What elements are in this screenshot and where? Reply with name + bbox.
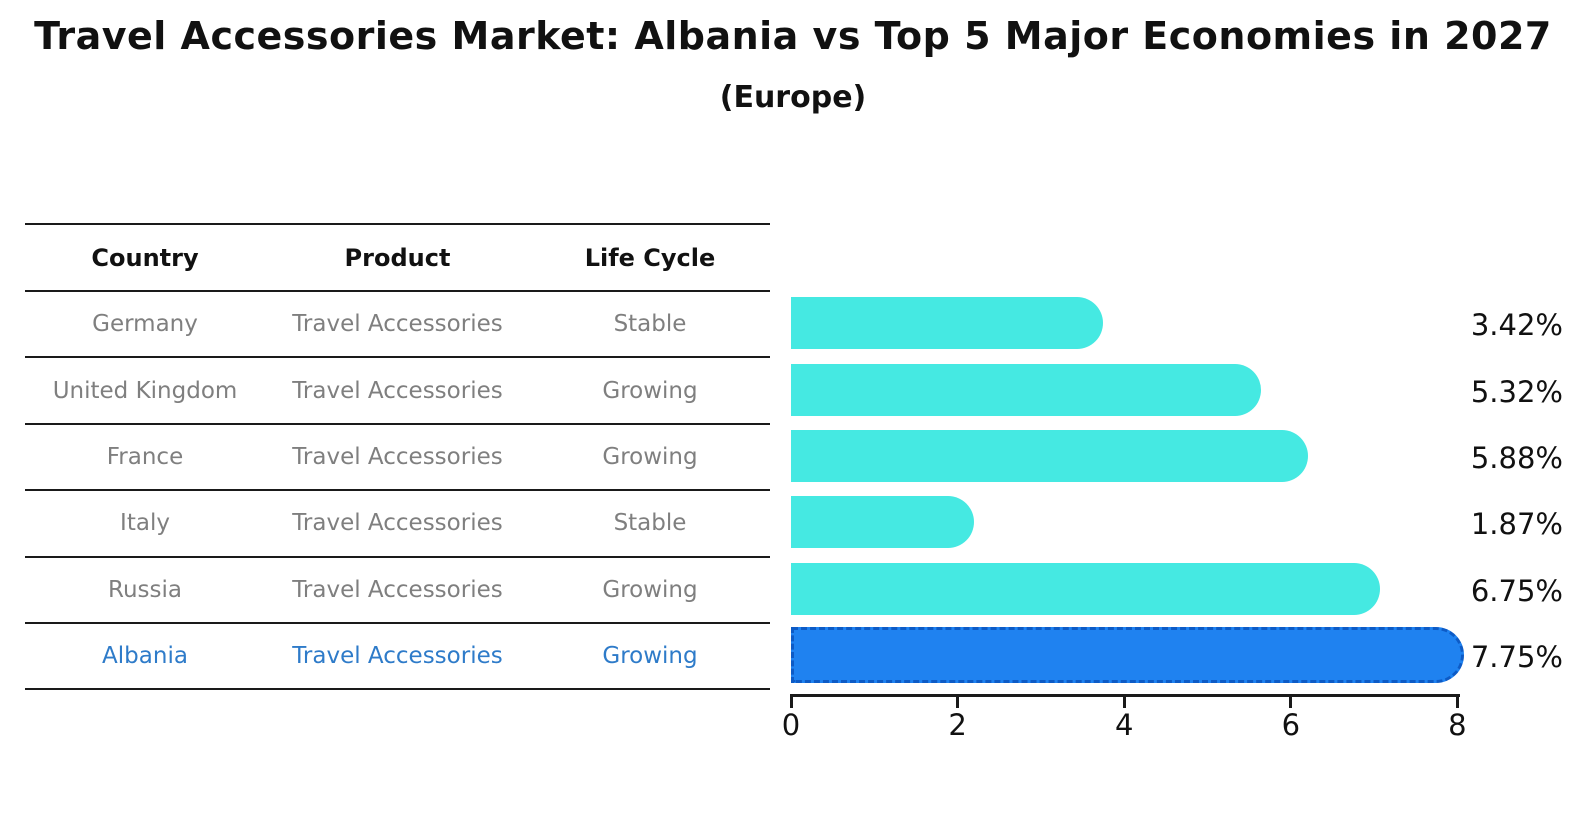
table-header-row: Country Product Life Cycle [25,225,770,292]
cell-life-cycle: Growing [602,377,698,404]
cell-product: Travel Accessories [292,643,503,670]
cell-country: France [106,443,184,470]
cell-product: Travel Accessories [292,443,503,470]
cell-product: Travel Accessories [292,311,503,338]
cell-life-cycle: Growing [602,576,698,603]
table-row-france: France Travel Accessories Growing [25,425,770,492]
table-row-united-kingdom: United Kingdom Travel Accessories Growing [25,358,770,425]
column-header-lifecycle: Life Cycle [584,243,716,272]
x-tick-label-4: 4 [1114,708,1134,742]
x-tick-label-8: 8 [1448,708,1467,742]
value-label-france: 5.88% [1470,441,1563,475]
x-tick-label-2: 2 [948,708,967,742]
column-header-product: Product [344,243,451,272]
bar-united-kingdom [791,363,1262,416]
value-label-russia: 6.75% [1470,573,1563,608]
x-tick-mark-8 [1455,697,1459,708]
table-row-albania: Albania Travel Accessories Growing [25,624,770,691]
country-table: Country Product Life Cycle Germany Travel… [25,223,770,691]
x-tick-mark-0 [789,697,793,708]
x-tick-mark-6 [1289,697,1293,708]
cell-life-cycle: Growing [602,643,698,670]
table-row-italy: Italy Travel Accessories Stable [25,491,770,558]
x-tick-label-6: 6 [1281,708,1301,742]
chart-subtitle: (Europe) [719,80,867,115]
cell-life-cycle: Stable [613,510,687,537]
cell-life-cycle: Stable [613,311,687,338]
value-label-united-kingdom: 5.32% [1470,374,1563,409]
cell-product: Travel Accessories [292,576,503,603]
table-body: Germany Travel Accessories Stable United Ki… [25,292,770,691]
cell-country: Germany [92,311,198,338]
cell-product: Travel Accessories [292,377,503,404]
cell-life-cycle: Growing [602,443,698,470]
cell-country: Russia [108,576,182,603]
bar-russia [791,562,1381,615]
x-axis-line [790,694,1460,697]
bar-france [791,430,1308,482]
highlight-bar-albania [791,627,1464,684]
value-label-albania: 7.75% [1470,640,1563,675]
cell-country: Italy [120,510,170,537]
cell-country: United Kingdom [52,377,238,404]
bar-italy [791,496,974,549]
value-label-germany: 3.42% [1470,308,1563,343]
x-tick-mark-4 [1122,697,1126,708]
cell-country: Albania [102,643,188,670]
value-label-italy: 1.87% [1470,507,1563,542]
x-tick-mark-2 [956,697,960,708]
column-header-country: Country [91,243,199,272]
bar-germany [791,297,1103,350]
table-row-russia: Russia Travel Accessories Growing [25,558,770,624]
cell-product: Travel Accessories [292,510,503,537]
table-row-germany: Germany Travel Accessories Stable [25,292,770,359]
chart-title: Travel Accessories Market: Albania vs To… [34,14,1552,58]
x-tick-label-0: 0 [781,708,801,742]
